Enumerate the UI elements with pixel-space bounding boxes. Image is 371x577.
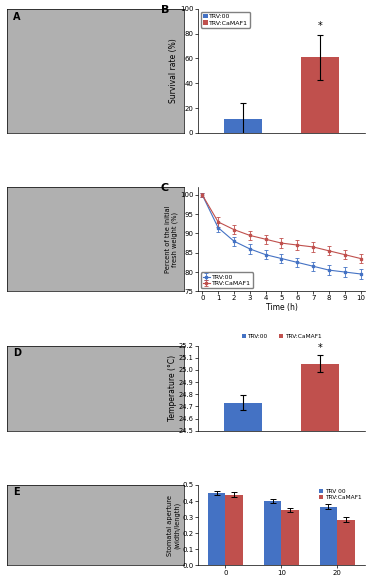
Text: *: * xyxy=(317,343,322,353)
Bar xyxy=(224,403,262,431)
Text: *: * xyxy=(317,21,322,31)
Bar xyxy=(301,364,339,431)
Bar xyxy=(224,119,262,133)
Y-axis label: Stomatal aperture
(width/length): Stomatal aperture (width/length) xyxy=(167,494,181,556)
Text: E: E xyxy=(13,488,19,497)
Bar xyxy=(319,507,338,565)
Y-axis label: Temperature (°C): Temperature (°C) xyxy=(168,355,177,421)
Bar xyxy=(208,493,226,565)
Bar xyxy=(282,510,299,565)
Y-axis label: Survival rate (%): Survival rate (%) xyxy=(170,39,178,103)
Legend: TRV 00, TRV:CaMAF1: TRV 00, TRV:CaMAF1 xyxy=(318,488,362,501)
Text: C: C xyxy=(161,183,169,193)
Text: D: D xyxy=(13,348,21,358)
Y-axis label: Percent of the initial
fresh weight (%): Percent of the initial fresh weight (%) xyxy=(165,205,178,273)
Bar xyxy=(263,501,282,565)
Bar xyxy=(226,494,243,565)
Legend: TRV:00, TRV:CaMAF1: TRV:00, TRV:CaMAF1 xyxy=(201,12,250,28)
Bar xyxy=(301,57,339,133)
Text: B: B xyxy=(161,5,169,15)
Bar xyxy=(338,519,355,565)
Legend: TRV:00, TRV:CaMAF1: TRV:00, TRV:CaMAF1 xyxy=(201,272,253,288)
Text: A: A xyxy=(13,12,20,23)
X-axis label: Time (h): Time (h) xyxy=(266,303,298,312)
Legend: TRV:00, TRV:CaMAF1: TRV:00, TRV:CaMAF1 xyxy=(240,333,322,340)
